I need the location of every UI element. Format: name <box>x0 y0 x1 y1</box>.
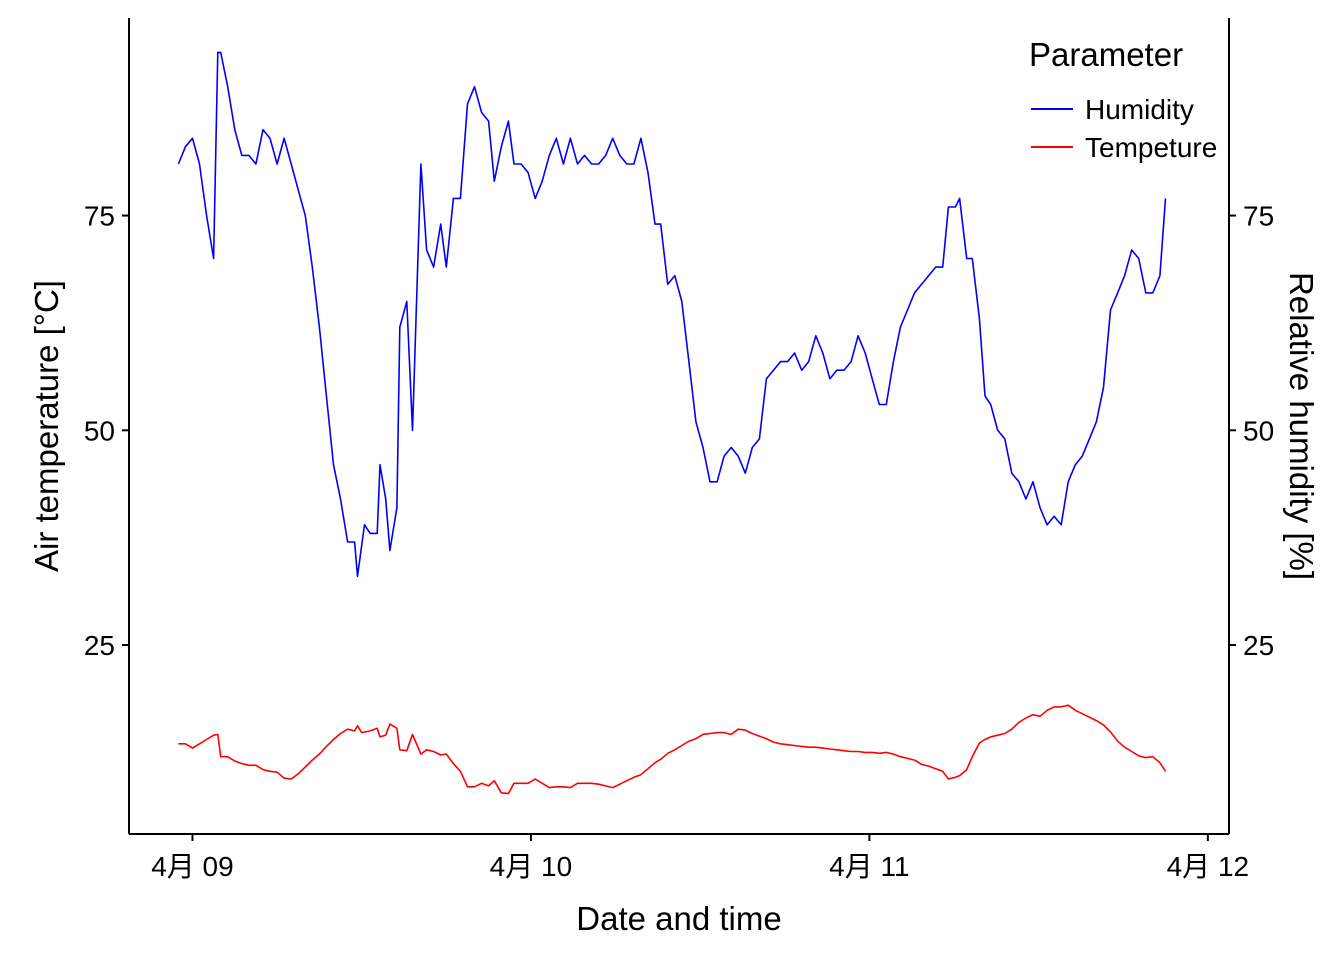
x-tick-label: 4月 10 <box>490 851 573 882</box>
legend-title: Parameter <box>1029 36 1183 73</box>
right-y-tick-label: 50 <box>1243 415 1274 446</box>
x-tick-label: 4月 09 <box>151 851 234 882</box>
x-axis-title: Date and time <box>576 900 781 937</box>
series-lines <box>177 51 1167 795</box>
left-y-axis-ticks: 25 50 75 <box>84 201 129 661</box>
x-axis-ticks: 4月 09 4月 10 4月 11 4月 12 <box>151 834 1249 882</box>
x-tick-label: 4月 12 <box>1167 851 1250 882</box>
series-line-tempeture <box>178 704 1167 795</box>
left-y-tick-label: 25 <box>84 630 115 661</box>
left-y-tick-label: 75 <box>84 201 115 232</box>
legend-label-tempeture: Tempeture <box>1085 132 1217 163</box>
left-y-tick-label: 50 <box>84 415 115 446</box>
legend-label-humidity: Humidity <box>1085 94 1194 125</box>
right-y-tick-label: 25 <box>1243 630 1274 661</box>
right-y-axis-ticks: 25 50 75 <box>1229 201 1274 661</box>
right-y-tick-label: 75 <box>1243 201 1274 232</box>
legend: Parameter Humidity Tempeture <box>1029 36 1217 163</box>
left-y-axis-title: Air temperature [°C] <box>28 280 65 572</box>
x-tick-label: 4月 11 <box>829 851 909 882</box>
right-y-axis-title: Relative humidity [%] <box>1283 272 1320 580</box>
series-line-humidity <box>177 51 1167 578</box>
